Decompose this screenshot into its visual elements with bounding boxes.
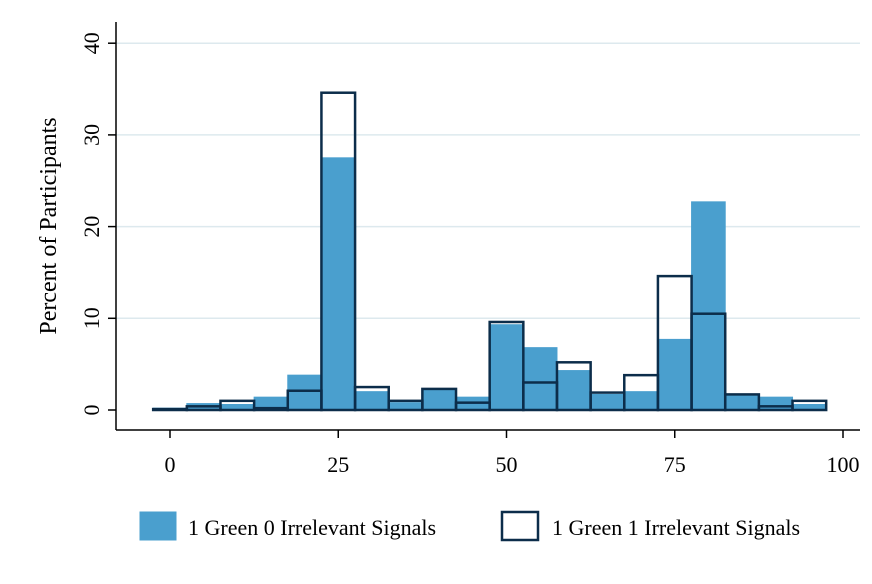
legend-label-filled: 1 Green 0 Irrelevant Signals <box>188 515 436 540</box>
y-tick-labels: 0 10 20 30 40 <box>79 32 116 416</box>
y-tick-label-10: 10 <box>79 307 104 329</box>
y-axis-title: Percent of Participants <box>36 117 62 334</box>
bar-filled-30 <box>354 391 390 411</box>
y-tick-label-30: 30 <box>79 124 104 146</box>
bar-filled-50 <box>489 324 524 411</box>
series-outline-bars <box>151 91 828 412</box>
bar-filled-25 <box>320 157 356 411</box>
bar-outline-30 <box>353 385 390 412</box>
bar-filled-85 <box>724 394 760 411</box>
legend-swatch-outline <box>500 510 540 542</box>
bar-filled-80 <box>691 201 726 411</box>
bar-outline-80 <box>690 312 727 412</box>
bar-filled-75 <box>657 338 693 411</box>
bar-filled-90 <box>758 396 794 411</box>
legend-swatch-filled <box>139 511 177 541</box>
y-tick-label-40: 40 <box>79 32 104 54</box>
bar-outline-95 <box>791 399 828 412</box>
bar-outline-50 <box>488 320 525 412</box>
bar-outline-85 <box>723 393 761 412</box>
bar-filled-20 <box>287 374 322 411</box>
y-tick-label-0: 0 <box>79 405 104 416</box>
bar-outline-40 <box>421 387 458 412</box>
bar-filled-55 <box>522 347 558 411</box>
x-tick-label-75: 75 <box>664 452 686 477</box>
x-tick-label-100: 100 <box>827 452 860 477</box>
x-tick-label-50: 50 <box>496 452 518 477</box>
bar-filled-60 <box>556 370 592 411</box>
legend-label-outline: 1 Green 1 Irrelevant Signals <box>552 515 800 540</box>
bar-filled-70 <box>623 391 659 411</box>
x-tick-label-25: 25 <box>327 452 349 477</box>
bar-outline-25 <box>320 91 357 412</box>
gridlines <box>116 42 860 320</box>
bar-outline-10 <box>219 399 256 412</box>
bar-outline-15 <box>252 406 290 412</box>
legend: 1 Green 0 Irrelevant Signals 1 Green 1 I… <box>139 510 800 542</box>
bar-filled-65 <box>590 393 625 411</box>
bar-filled-40 <box>421 389 457 411</box>
y-tick-label-20: 20 <box>79 216 104 238</box>
bar-outline-60 <box>555 361 592 412</box>
x-tick-labels: 0 25 50 75 100 <box>165 430 860 477</box>
bar-outline-0 <box>151 407 189 412</box>
x-tick-label-0: 0 <box>165 452 176 477</box>
